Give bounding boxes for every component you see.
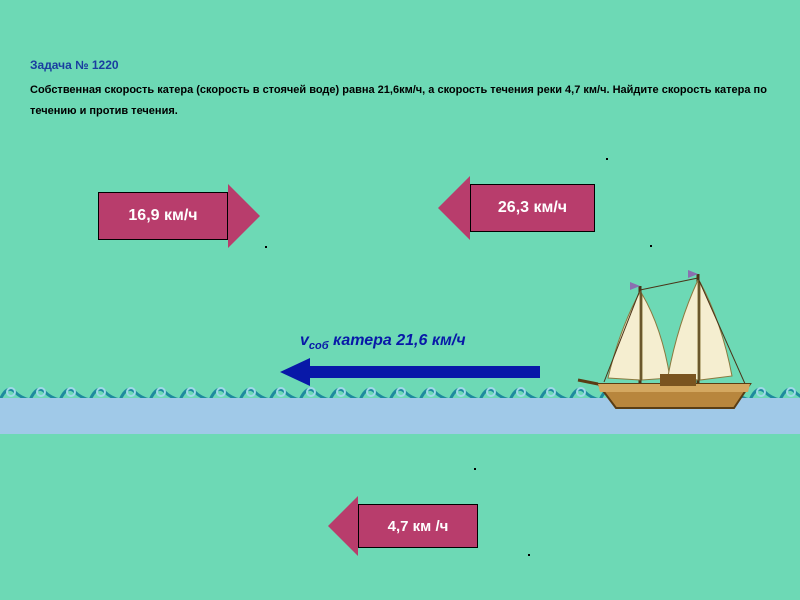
arrow-with-current: 26,3 км/ч: [438, 176, 595, 240]
arrow-label: 26,3 км/ч: [470, 184, 595, 232]
boat-speed-label: vсоб катера 21,6 км/ч: [300, 332, 466, 352]
dot: [474, 468, 476, 470]
problem-statement: Собственная скорость катера (скорость в …: [30, 80, 770, 122]
boat-icon: [570, 268, 770, 433]
arrow-label: 16,9 км/ч: [98, 192, 228, 240]
arrow-current-speed: 4,7 км /ч: [328, 496, 478, 556]
arrow-head-icon: [228, 184, 260, 248]
problem-title: Задача № 1220: [30, 58, 119, 72]
arrow-label: 4,7 км /ч: [358, 504, 478, 548]
dot: [650, 245, 652, 247]
arrow-head-icon: [438, 176, 470, 240]
dot: [528, 554, 530, 556]
arrow-head-icon: [328, 496, 358, 556]
dot: [606, 158, 608, 160]
arrow-against-current: 16,9 км/ч: [98, 184, 260, 248]
dot: [265, 246, 267, 248]
